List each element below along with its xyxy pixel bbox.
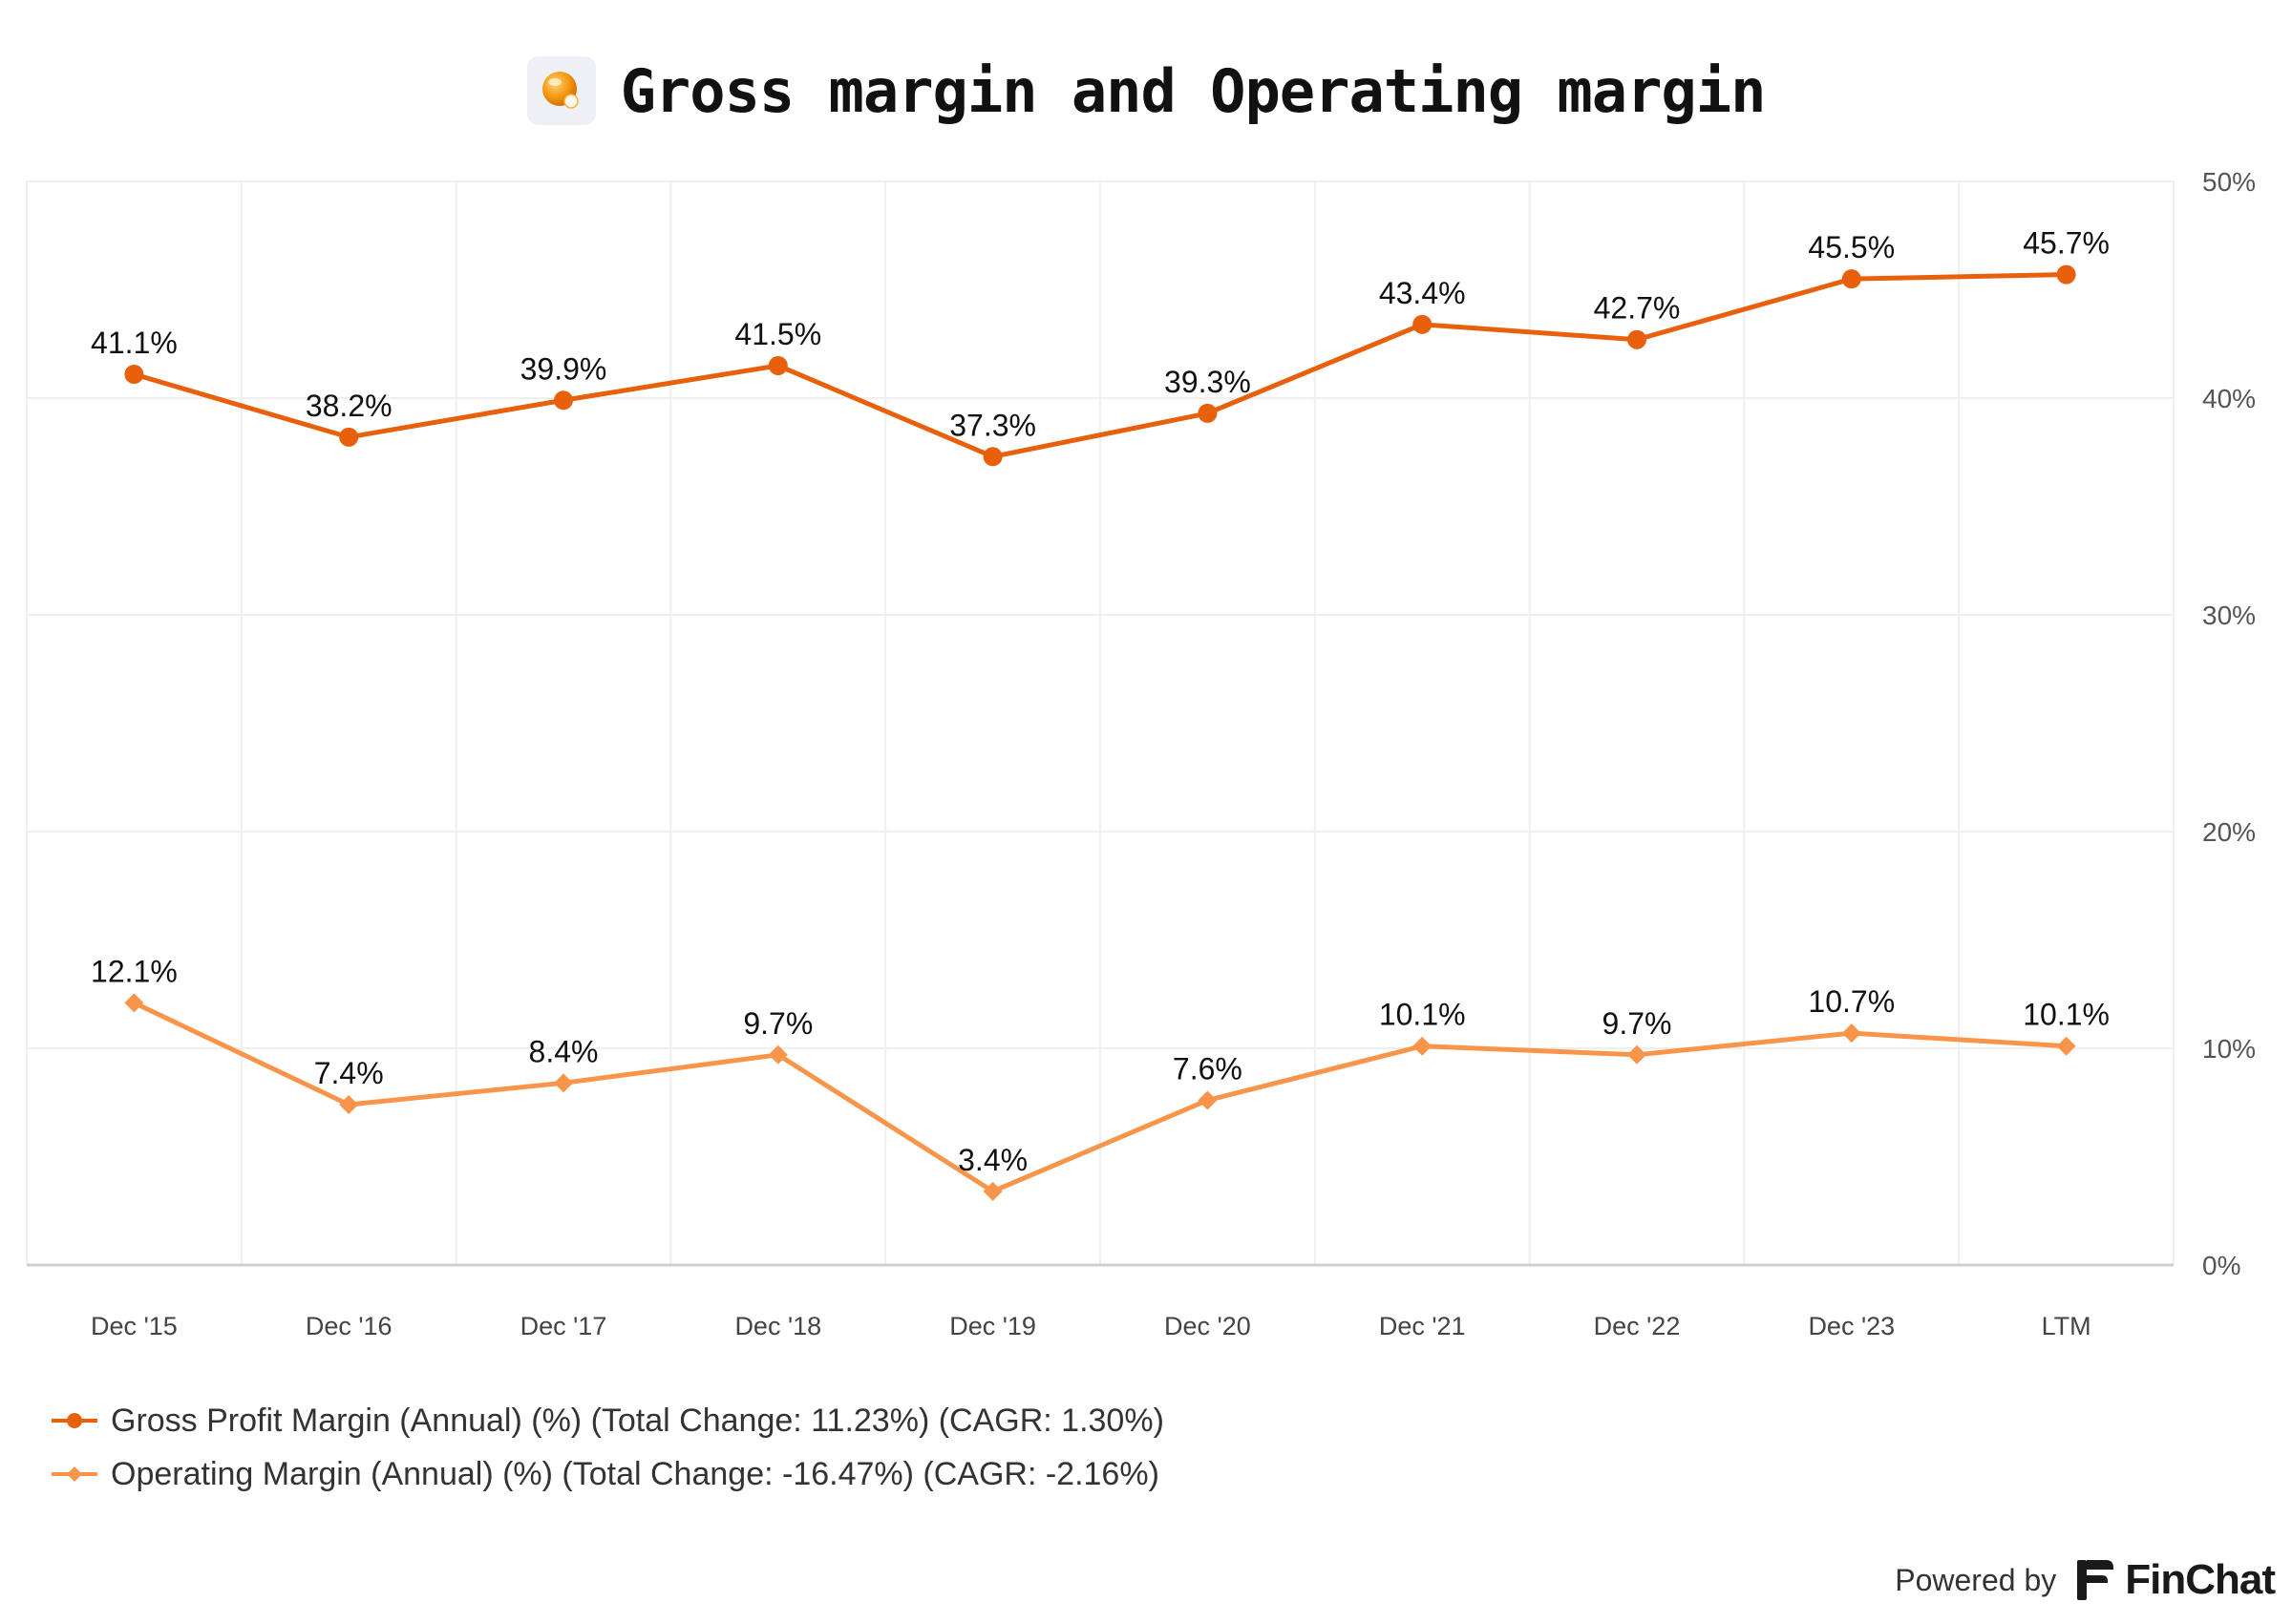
data-point-operating-margin xyxy=(1412,1036,1432,1056)
data-point-operating-margin xyxy=(124,993,144,1013)
data-label: 43.4% xyxy=(1379,276,1466,310)
data-label: 42.7% xyxy=(1594,291,1681,326)
data-point-gross-margin xyxy=(1198,403,1218,423)
x-tick-label: LTM xyxy=(2042,1312,2091,1340)
data-point-gross-margin xyxy=(1841,269,1861,289)
orange-sphere-icon xyxy=(526,56,596,125)
data-point-gross-margin xyxy=(124,365,144,385)
data-label: 8.4% xyxy=(529,1034,599,1068)
legend-label-gross-margin: Gross Profit Margin (Annual) (%) (Total … xyxy=(111,1402,1164,1439)
x-tick-label: Dec '20 xyxy=(1164,1312,1251,1340)
data-label: 3.4% xyxy=(958,1143,1028,1177)
line-chart: 0% 10% 20% 30% 40% 50% Dec '15 Dec '16 Dec '17 De… xyxy=(26,167,2256,1340)
data-point-operating-margin xyxy=(339,1095,359,1115)
legend-label-operating-margin: Operating Margin (Annual) (%) (Total Cha… xyxy=(111,1455,1159,1492)
x-tick-label: Dec '17 xyxy=(520,1312,607,1340)
x-tick-label: Dec '21 xyxy=(1379,1312,1466,1340)
data-label: 10.1% xyxy=(2023,998,2110,1032)
data-point-operating-margin xyxy=(554,1073,573,1093)
finchat-brand[interactable]: FinChat xyxy=(2125,1556,2276,1603)
data-point-gross-margin xyxy=(1627,329,1646,349)
data-label: 45.5% xyxy=(1808,230,1895,264)
data-point-operating-margin xyxy=(1627,1044,1646,1065)
finchat-logo-icon[interactable] xyxy=(2073,1558,2117,1602)
x-tick-label: Dec '22 xyxy=(1594,1312,1681,1340)
data-label: 45.7% xyxy=(2023,226,2110,261)
data-point-operating-margin xyxy=(983,1181,1003,1201)
data-label: 37.3% xyxy=(949,408,1036,442)
x-tick-label: Dec '16 xyxy=(306,1312,393,1340)
data-label: 39.3% xyxy=(1164,365,1251,399)
circle-marker-icon xyxy=(52,1413,97,1428)
data-label: 9.7% xyxy=(1602,1006,1672,1041)
data-label: 12.1% xyxy=(91,954,178,988)
data-point-gross-margin xyxy=(2056,264,2076,285)
data-label: 7.6% xyxy=(1173,1051,1242,1086)
legend-item-operating-margin[interactable]: Operating Margin (Annual) (%) (Total Cha… xyxy=(50,1447,1164,1501)
legend-item-gross-margin[interactable]: Gross Profit Margin (Annual) (%) (Total … xyxy=(50,1394,1164,1447)
y-tick-label: 30% xyxy=(2202,601,2256,630)
y-tick-label: 50% xyxy=(2202,167,2256,197)
data-point-operating-margin xyxy=(1841,1023,1861,1044)
series-line-operating-margin xyxy=(133,1001,2067,1194)
data-label: 39.9% xyxy=(520,351,607,386)
data-point-operating-margin xyxy=(2056,1036,2076,1056)
y-tick-label: 20% xyxy=(2202,817,2256,847)
data-point-gross-margin xyxy=(554,390,573,411)
data-point-operating-margin xyxy=(1198,1090,1218,1110)
x-tick-label: Dec '15 xyxy=(91,1312,178,1340)
y-tick-label: 10% xyxy=(2202,1034,2256,1064)
data-label: 10.1% xyxy=(1379,998,1466,1032)
y-tick-label: 40% xyxy=(2202,384,2256,413)
x-tick-label: Dec '23 xyxy=(1808,1312,1895,1340)
data-label: 41.5% xyxy=(734,317,821,351)
powered-by-label: Powered by xyxy=(1895,1562,2057,1597)
chart-legend: Gross Profit Margin (Annual) (%) (Total … xyxy=(50,1394,1164,1501)
diamond-marker-icon xyxy=(52,1466,97,1482)
data-label: 41.1% xyxy=(91,326,178,360)
data-label: 10.7% xyxy=(1808,984,1895,1019)
data-point-gross-margin xyxy=(983,447,1003,467)
chart-title: Gross margin and Operating margin xyxy=(620,55,1767,126)
powered-by-footer: Powered by FinChat xyxy=(1895,1556,2276,1604)
data-point-gross-margin xyxy=(1412,314,1432,334)
x-tick-label: Dec '19 xyxy=(949,1312,1036,1340)
data-point-gross-margin xyxy=(768,355,788,375)
x-tick-label: Dec '18 xyxy=(734,1312,821,1340)
data-label: 7.4% xyxy=(314,1056,384,1090)
data-point-operating-margin xyxy=(768,1044,788,1065)
data-label: 9.7% xyxy=(743,1006,813,1041)
y-tick-label: 0% xyxy=(2202,1251,2240,1280)
series-line-gross-margin xyxy=(133,272,2067,459)
data-point-gross-margin xyxy=(339,427,359,447)
chart-header: Gross margin and Operating margin xyxy=(0,0,2292,181)
data-label: 38.2% xyxy=(306,389,393,423)
